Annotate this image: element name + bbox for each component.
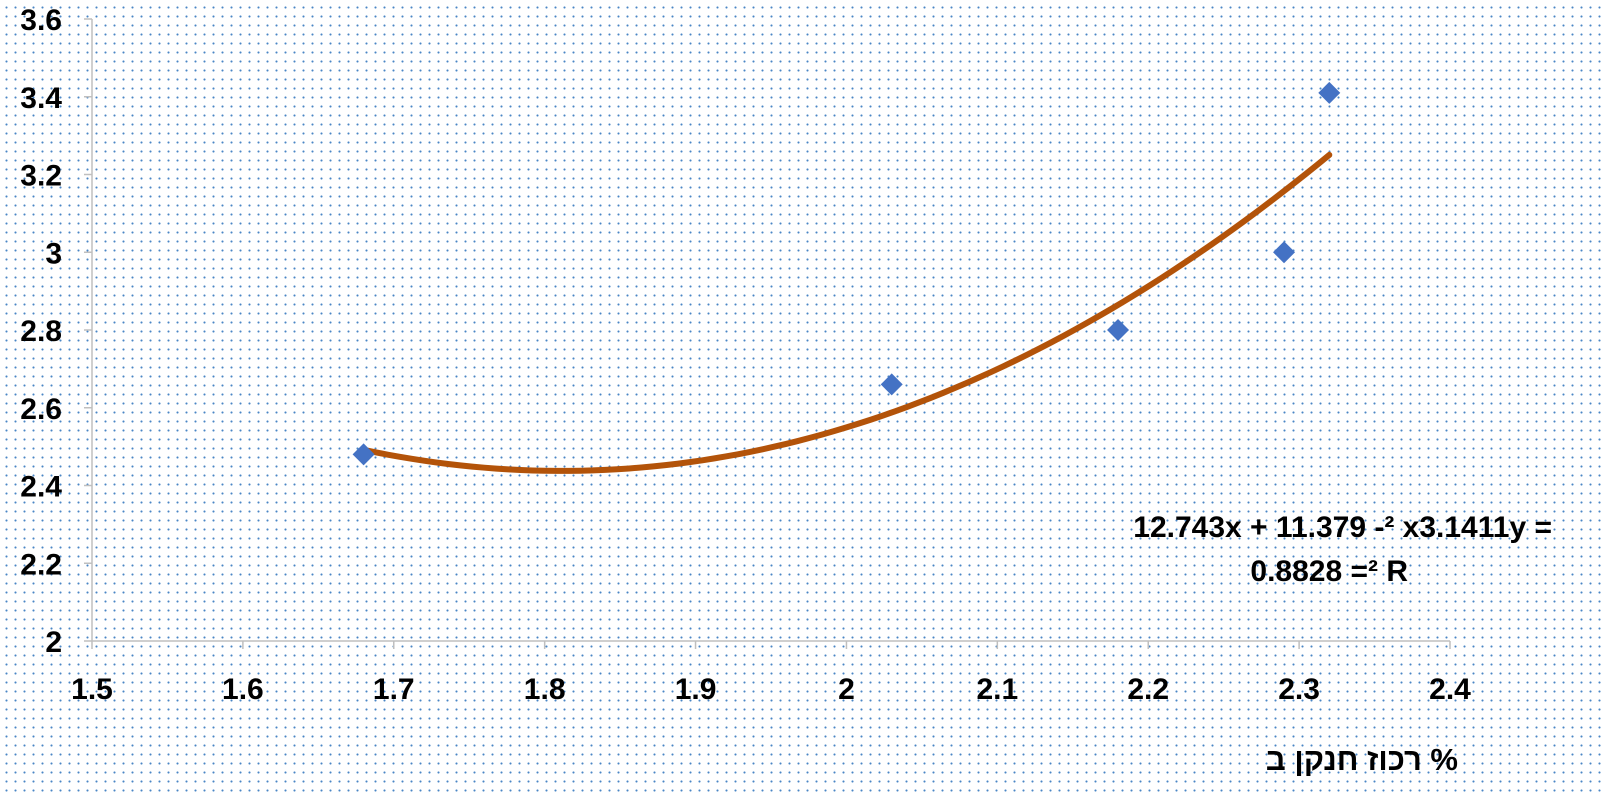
x-tick-label: 2.4 xyxy=(1429,673,1471,706)
y-tick-label: 3.2 xyxy=(20,160,62,193)
y-tick-label: 2 xyxy=(45,626,62,659)
data-point-diamond xyxy=(1273,241,1296,264)
x-tick-label: 1.7 xyxy=(373,673,415,706)
data-point-diamond xyxy=(352,443,375,466)
y-tick-label: 2.6 xyxy=(20,393,62,426)
trendline-curve xyxy=(360,151,1333,474)
x-tick-label: 1.8 xyxy=(524,673,566,706)
y-tick-label: 2.4 xyxy=(20,471,62,504)
x-tick-label: 2.2 xyxy=(1127,673,1169,706)
y-tick-label: 2.2 xyxy=(20,548,62,581)
x-axis-tick-labels: 1.5 1.6 1.7 1.8 1.9 2 2.1 2.2 2.3 2.4 xyxy=(71,673,1471,706)
trendline-equation: 12.743x + 11.379 -² x3.1411y = xyxy=(1133,511,1552,544)
x-tick-label: 2.3 xyxy=(1278,673,1320,706)
y-tick-label: 2.8 xyxy=(20,315,62,348)
y-tick-label: 3 xyxy=(45,237,62,270)
data-point-diamond xyxy=(1318,81,1341,104)
x-axis-title: רכוז חנקן ב % xyxy=(1266,742,1458,777)
data-points xyxy=(352,81,1341,466)
axes xyxy=(84,18,1451,649)
x-tick-label: 1.5 xyxy=(71,673,113,706)
y-tick-label: 3.4 xyxy=(20,82,62,115)
x-tick-label: 1.9 xyxy=(675,673,717,706)
data-point-diamond xyxy=(1107,319,1130,341)
x-tick-label: 1.6 xyxy=(222,673,264,706)
trendline-layer xyxy=(360,151,1333,474)
x-tick-label: 2.1 xyxy=(976,673,1018,706)
trendline-r-squared: 0.8828 =² R xyxy=(1250,555,1408,588)
y-tick-label: 3.6 xyxy=(20,4,62,37)
data-point-diamond xyxy=(880,373,903,396)
x-tick-label: 2 xyxy=(838,673,855,706)
y-axis-tick-labels: 2 2.2 2.4 2.6 2.8 3 3.2 3.4 3.6 xyxy=(20,4,62,659)
